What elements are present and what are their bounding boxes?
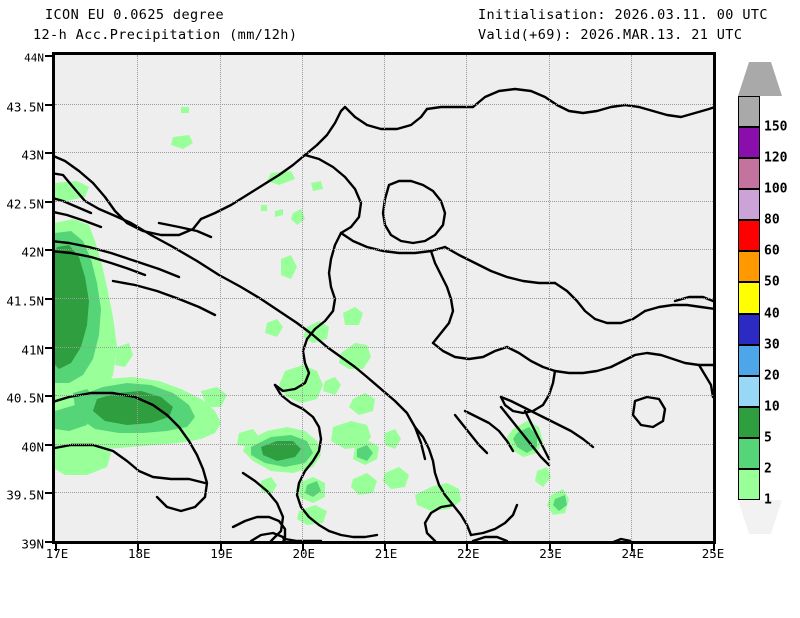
map-frame <box>52 52 716 544</box>
x-tick <box>55 544 57 551</box>
colorbar-tick-50: 50 <box>764 274 780 290</box>
colorbar-band-60 <box>738 220 760 252</box>
colorbar-tick-120: 120 <box>764 150 788 166</box>
colorbar: 150 120 100 80 60 50 40 30 20 10 5 2 1 <box>738 62 787 534</box>
gridline-horizontal <box>55 443 713 445</box>
x-tick <box>301 544 304 551</box>
gridline-horizontal <box>55 395 713 397</box>
gridline-horizontal <box>55 249 713 251</box>
colorbar-band-40 <box>738 282 760 314</box>
x-axis-label: 20E <box>292 546 316 561</box>
colorbar-band-1 <box>738 468 760 501</box>
x-axis-label: 19E <box>210 546 233 561</box>
y-tick <box>45 346 52 349</box>
colorbar-band-120 <box>738 127 760 159</box>
y-tick <box>45 152 52 155</box>
colorbar-tick-40: 40 <box>764 306 780 322</box>
map-plot-area <box>45 52 716 551</box>
gridline-horizontal <box>55 298 713 299</box>
coastline-overlay <box>55 87 713 541</box>
y-axis-label: 42N <box>21 244 44 260</box>
x-tick <box>219 544 222 551</box>
y-axis-label: 39.5N <box>6 487 44 503</box>
gridline-horizontal <box>55 200 713 202</box>
x-tick <box>466 544 469 551</box>
y-axis-label: 43.5N <box>6 99 44 115</box>
y-axis-label: 43N <box>21 147 44 163</box>
colorbar-tick-30: 30 <box>764 337 780 353</box>
colorbar-over-arrow <box>738 62 782 96</box>
y-axis-label: 41.5N <box>6 293 44 309</box>
colorbar-tick-5: 5 <box>764 430 772 446</box>
x-axis-label: 18E <box>127 546 151 561</box>
map-canvas <box>55 55 713 541</box>
x-axis-label: 24E <box>621 546 645 561</box>
x-axis-label: 21E <box>374 546 398 561</box>
y-tick <box>45 249 52 252</box>
colorbar-tick-20: 20 <box>764 368 780 384</box>
valid-time: Valid(+69): 2026.MAR.13. 21 UTC <box>478 27 743 43</box>
x-tick <box>384 544 386 551</box>
gridline-horizontal <box>55 152 713 154</box>
colorbar-band-20 <box>738 344 760 376</box>
y-axis-label: 40.5N <box>6 390 44 406</box>
colorbar-band-150 <box>738 96 760 128</box>
x-axis-label: 23E <box>539 546 562 561</box>
y-axis-label: 41N <box>21 342 44 358</box>
field-title: 12-h Acc.Precipitation (mm/12h) <box>33 27 298 43</box>
colorbar-band-2 <box>738 437 760 469</box>
x-tick <box>548 544 551 551</box>
y-tick <box>45 55 52 57</box>
gridline-horizontal <box>55 346 713 348</box>
gridline-horizontal <box>55 492 713 494</box>
y-tick <box>45 200 52 203</box>
x-axis-label: 17E <box>45 546 69 561</box>
colorbar-band-100 <box>738 158 760 190</box>
y-axis-label: 42.5N <box>6 196 44 212</box>
colorbar-under-arrow <box>738 500 782 534</box>
gridline-horizontal <box>55 103 713 105</box>
colorbar-tick-1: 1 <box>764 492 772 508</box>
colorbar-tick-150: 150 <box>764 119 788 135</box>
x-axis-label: 25E <box>701 546 725 561</box>
y-axis-label: 40N <box>21 439 44 455</box>
y-axis-label: 39N <box>21 536 44 552</box>
header: ICON EU 0.0625 degree 12-h Acc.Precipita… <box>0 0 800 52</box>
precip-band-5-10 <box>55 245 301 461</box>
colorbar-tick-80: 80 <box>764 212 780 228</box>
y-tick <box>45 443 52 446</box>
colorbar-tick-10: 10 <box>764 399 780 415</box>
initialisation-time: Initialisation: 2026.03.11. 00 UTC <box>478 7 768 23</box>
model-title: ICON EU 0.0625 degree <box>45 7 225 23</box>
x-tick <box>137 544 140 551</box>
y-axis-label: 44N <box>24 51 44 65</box>
colorbar-band-80 <box>738 189 760 221</box>
colorbar-band-5 <box>738 406 760 438</box>
colorbar-tick-100: 100 <box>764 181 788 197</box>
y-tick <box>45 298 52 300</box>
x-tick <box>713 544 715 551</box>
y-tick <box>45 103 52 106</box>
colorbar-tick-2: 2 <box>764 461 772 477</box>
x-axis-label: 22E <box>456 546 480 561</box>
y-tick <box>45 492 52 495</box>
colorbar-band-30 <box>738 313 760 345</box>
y-tick <box>45 541 52 543</box>
y-tick <box>45 395 52 398</box>
colorbar-band-50 <box>738 251 760 283</box>
colorbar-tick-60: 60 <box>764 243 780 259</box>
x-tick <box>630 544 633 551</box>
colorbar-band-10 <box>738 375 760 407</box>
